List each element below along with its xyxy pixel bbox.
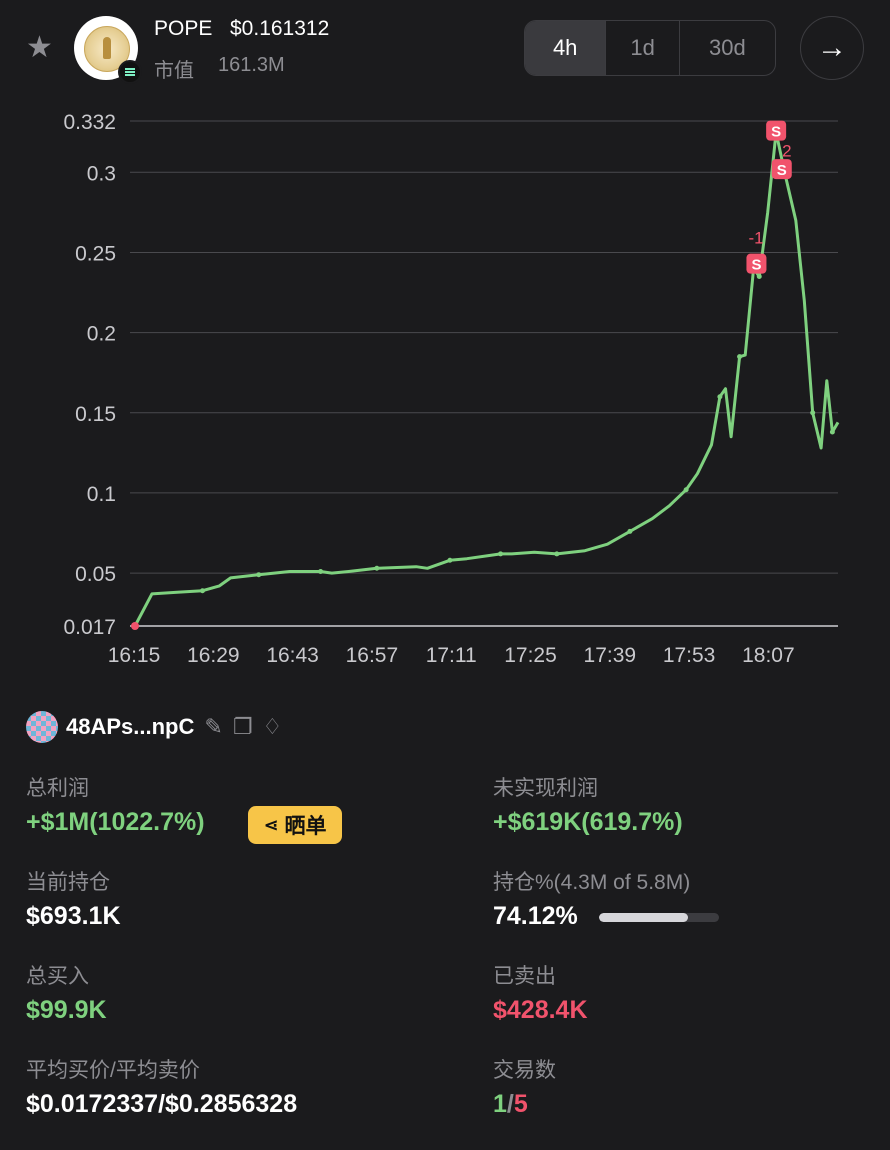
price-point	[756, 274, 762, 280]
y-tick-label: 0.15	[75, 403, 116, 426]
price-point	[256, 572, 262, 578]
x-tick-label: 16:43	[266, 644, 319, 667]
share-icon: ⋖	[263, 814, 279, 835]
unrealized-profit-value: +$619K(619.7%)	[493, 808, 683, 836]
total-bought-label: 总买入	[26, 965, 89, 988]
timeframe-selector: 4h 1d 30d	[524, 20, 776, 76]
total-bought-value: $99.9K	[26, 996, 107, 1024]
unrealized-profit-label: 未实现利润	[493, 777, 598, 800]
wallet-avatar	[26, 711, 58, 743]
timeframe-30d[interactable]: 30d	[709, 35, 746, 60]
market-cap-value: 161.3M	[218, 54, 285, 76]
position-label: 当前持仓	[26, 871, 110, 894]
price-point	[554, 551, 560, 557]
position-value: $693.1K	[26, 902, 121, 930]
wallet-row: 48APs...npC ✎ ❐ ♢	[26, 710, 282, 744]
trades-buy-count: 1	[493, 1090, 507, 1118]
trades-label: 交易数	[493, 1059, 556, 1082]
y-tick-label: 0.3	[87, 162, 116, 185]
token-logo	[74, 16, 142, 84]
y-tick-label: 0.05	[75, 563, 116, 586]
holding-progress-bar	[599, 913, 719, 922]
trades-sell-count: 5	[513, 1090, 528, 1118]
token-price: $0.161312	[230, 17, 330, 40]
sell-marker-box	[766, 120, 787, 141]
x-tick-label: 17:11	[426, 644, 477, 667]
price-point	[737, 354, 743, 360]
copy-icon[interactable]: ❐	[232, 714, 253, 739]
sell-marker-label: S	[751, 257, 761, 274]
avg-price-label: 平均买价/平均卖价	[26, 1059, 200, 1082]
price-point	[318, 568, 324, 574]
diamond-icon[interactable]: ♢	[262, 714, 283, 739]
holding-progress-fill	[599, 913, 688, 922]
token-ticker: POPE	[154, 17, 213, 40]
sell-marker-box	[771, 159, 792, 180]
price-point	[683, 487, 689, 493]
start-point-marker	[131, 622, 139, 630]
sell-marker-tag: -1	[748, 229, 763, 248]
price-point	[829, 429, 835, 435]
x-tick-label: 17:39	[584, 644, 637, 667]
wallet-name: 48APs...npC	[66, 714, 195, 739]
share-label: 晒单	[284, 815, 327, 838]
sell-marker-tag: 2	[782, 142, 791, 161]
sold-label: 已卖出	[493, 965, 556, 988]
x-tick-label: 17:53	[663, 644, 716, 667]
price-point	[717, 394, 723, 400]
price-point	[199, 588, 205, 594]
edit-icon[interactable]: ✎	[204, 714, 223, 739]
trades-value: 1/5	[493, 1090, 528, 1119]
solana-icon	[118, 60, 142, 84]
y-tick-label: 0.2	[87, 323, 116, 346]
y-tick-label: 0.017	[63, 616, 116, 639]
sell-marker-label: S	[771, 124, 781, 141]
y-tick-label: 0.1	[87, 483, 116, 506]
x-tick-label: 16:15	[108, 644, 161, 667]
y-tick-label: 0.25	[75, 242, 116, 265]
x-tick-label: 16:57	[346, 644, 399, 667]
sell-marker[interactable]: S	[771, 159, 792, 180]
sold-value: $428.4K	[493, 996, 588, 1024]
sell-marker-label: S	[777, 162, 787, 179]
x-tick-label: 18:07	[742, 644, 795, 667]
timeframe-1d[interactable]: 1d	[606, 21, 680, 75]
total-profit-label: 总利润	[26, 777, 89, 800]
y-tick-label: 0.332	[63, 111, 116, 134]
price-point	[498, 551, 504, 557]
holding-value: 74.12%	[493, 902, 578, 930]
sell-marker[interactable]: S2	[766, 120, 792, 161]
market-cap-label: 市值	[154, 60, 194, 82]
price-point	[374, 565, 380, 571]
sell-marker[interactable]: S -1	[746, 229, 767, 274]
price-chart: 0.017 0.05 0.1 0.15 0.2 0.25 0.3 0.332 16:15 16:2…	[63, 111, 840, 667]
total-profit-value: +$1M(1022.7%)	[26, 808, 205, 836]
price-point	[447, 557, 453, 563]
sell-marker-box	[746, 253, 767, 274]
holding-label: 持仓%(4.3M of 5.8M)	[493, 871, 691, 894]
x-tick-label: 16:29	[187, 644, 240, 667]
avg-price-value: $0.0172337/$0.2856328	[26, 1090, 298, 1118]
trades-separator: /	[506, 1090, 514, 1118]
price-line	[133, 130, 840, 627]
x-tick-label: 17:25	[504, 644, 557, 667]
arrow-right-icon[interactable]: →	[800, 16, 864, 80]
price-point	[810, 410, 816, 416]
timeframe-4h[interactable]: 4h	[525, 21, 607, 75]
share-button[interactable]: ⋖ 晒单	[248, 806, 342, 844]
star-icon[interactable]: ★	[26, 31, 53, 64]
price-point	[627, 528, 633, 534]
